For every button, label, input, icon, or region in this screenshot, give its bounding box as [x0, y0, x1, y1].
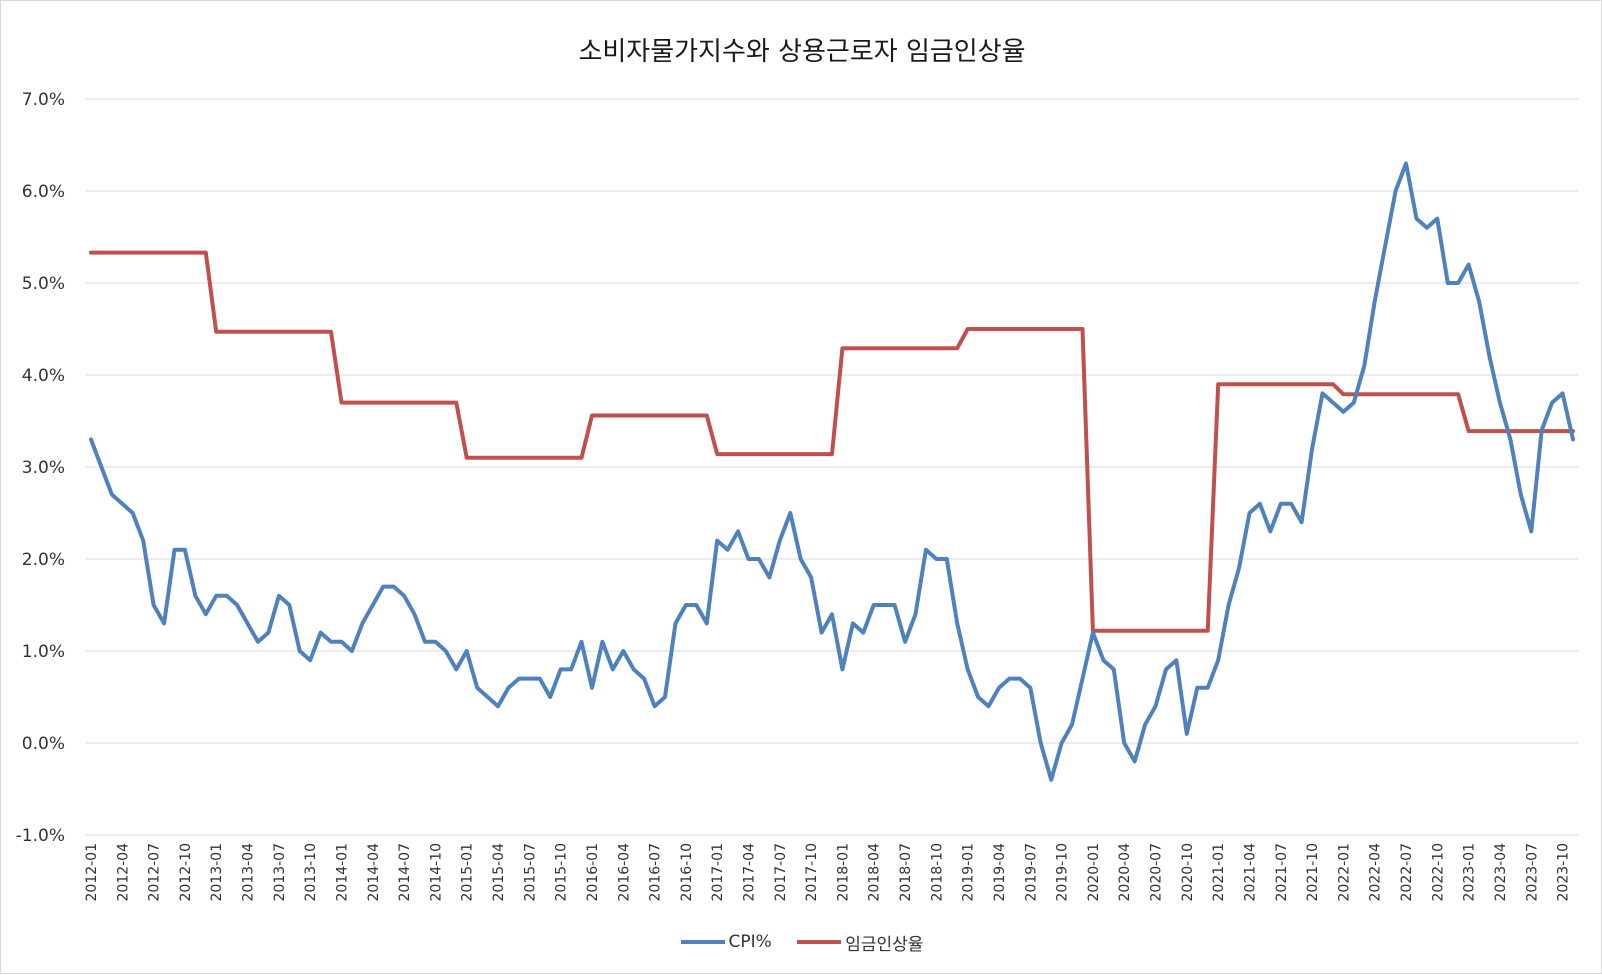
legend-swatch-cpi: [680, 940, 725, 944]
x-tick-label: 2019-04: [992, 843, 1008, 902]
x-tick-label: 2012-01: [84, 843, 100, 902]
x-tick-label: 2022-01: [1336, 843, 1352, 902]
x-tick-label: 2013-07: [272, 843, 288, 902]
x-tick-label: 2020-01: [1086, 843, 1102, 902]
legend-label-wage: 임금인상율: [845, 934, 924, 955]
x-tick-label: 2016-01: [585, 843, 601, 902]
x-tick-label: 2016-04: [616, 843, 632, 902]
x-tick-label: 2015-04: [491, 843, 507, 902]
x-tick-label: 2014-10: [428, 843, 444, 902]
x-tick-label: 2019-07: [1023, 843, 1039, 902]
legend-swatch-wage: [797, 940, 842, 944]
x-tick-label: 2020-10: [1180, 843, 1196, 902]
x-tick-label: 2020-04: [1117, 843, 1133, 902]
x-tick-label: 2012-10: [178, 843, 194, 902]
x-tick-label: 2014-04: [366, 843, 382, 902]
y-tick-label: 2.0%: [22, 550, 65, 570]
x-tick-label: 2022-04: [1368, 843, 1384, 902]
x-tick-label: 2016-10: [679, 843, 695, 902]
series-lines: [89, 161, 1575, 782]
x-tick-label: 2013-01: [209, 843, 225, 902]
x-tick-label: 2022-07: [1399, 843, 1415, 902]
y-tick-label: 5.0%: [22, 274, 65, 294]
y-tick-label: 0.0%: [22, 734, 65, 754]
x-tick-label: 2014-01: [334, 843, 350, 902]
x-tick-label: 2023-10: [1556, 843, 1572, 902]
x-tick-label: 2018-10: [929, 843, 945, 902]
x-tick-label: 2017-10: [804, 843, 820, 902]
y-tick-label: 3.0%: [22, 458, 65, 478]
y-tick-label: 7.0%: [22, 90, 65, 110]
gridlines: [85, 98, 1579, 836]
x-tick-label: 2021-04: [1242, 843, 1258, 902]
x-tick-label: 2017-04: [742, 843, 758, 902]
legend: CPI% 임금인상율: [1, 929, 1602, 955]
x-tick-label: 2022-10: [1430, 843, 1446, 902]
legend-item-wage[interactable]: 임금인상율: [797, 930, 923, 955]
legend-label-cpi: CPI%: [728, 932, 772, 952]
x-tick-label: 2018-04: [867, 843, 883, 902]
x-tick-label: 2013-04: [241, 843, 257, 902]
x-tick-label: 2015-07: [522, 843, 538, 902]
x-tick-label: 2016-07: [648, 843, 664, 902]
x-tick-label: 2023-04: [1493, 843, 1509, 902]
x-tick-label: 2021-10: [1305, 843, 1321, 902]
x-axis-ticks: 2012-01 2012-04 2012-07 2012-10 2013-01 2013-…: [84, 843, 1572, 902]
x-tick-label: 2023-01: [1462, 843, 1478, 902]
x-tick-label: 2017-07: [773, 843, 789, 902]
y-tick-label: 4.0%: [22, 366, 65, 386]
y-tick-label: 6.0%: [22, 182, 65, 202]
series-line-cpi[interactable]: [89, 161, 1575, 782]
x-tick-label: 2019-10: [1055, 843, 1071, 902]
legend-item-cpi[interactable]: CPI%: [680, 932, 772, 952]
x-tick-label: 2014-07: [397, 843, 413, 902]
x-tick-label: 2021-07: [1274, 843, 1290, 902]
y-axis-ticks: 7.0% 6.0% 5.0% 4.0% 3.0% 2.0% 1.0% 0.0% -1.0%: [16, 90, 65, 846]
x-tick-label: 2013-10: [303, 843, 319, 902]
x-tick-label: 2015-10: [554, 843, 570, 902]
x-tick-label: 2012-04: [115, 843, 131, 902]
x-tick-label: 2018-07: [898, 843, 914, 902]
x-tick-label: 2018-01: [835, 843, 851, 902]
x-tick-label: 2021-01: [1211, 843, 1227, 902]
x-tick-label: 2012-07: [147, 843, 163, 902]
y-tick-label: -1.0%: [16, 826, 65, 846]
x-tick-label: 2019-01: [961, 843, 977, 902]
series-line-wage[interactable]: [89, 250, 1575, 633]
x-tick-label: 2023-07: [1524, 843, 1540, 902]
x-tick-label: 2020-07: [1149, 843, 1165, 902]
x-tick-label: 2015-01: [460, 843, 476, 902]
chart-title: 소비자물가지수와 상용근로자 임금인상율: [578, 37, 1026, 67]
x-tick-label: 2017-01: [710, 843, 726, 902]
y-tick-label: 1.0%: [22, 642, 65, 662]
